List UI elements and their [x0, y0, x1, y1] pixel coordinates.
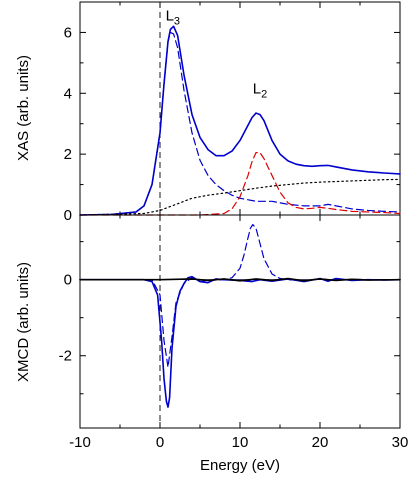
- top-series-0-line: [79, 25, 401, 216]
- xmcd-panel: -2 0 -10 0 10 20 30 XMCD (arb. units) Energy (eV…: [15, 214, 409, 474]
- top-ytick-label: 4: [64, 85, 72, 102]
- top-ytick-label: 6: [64, 24, 72, 41]
- top-plot-frame: [79, 1, 401, 216]
- bottom-plot-frame: [79, 214, 401, 429]
- annotation-main-text: L: [253, 80, 261, 97]
- bottom-series-2-line: [79, 277, 401, 282]
- bottom-ytick-label: -2: [59, 348, 72, 365]
- top-ytick-label: 2: [64, 146, 72, 163]
- bottom-xtick-label: 0: [156, 434, 164, 451]
- bottom-xtick-label: 10: [232, 434, 249, 451]
- bottom-ytick-label: 0: [64, 272, 72, 289]
- bottom-y-axis-label: XMCD (arb. units): [15, 262, 32, 382]
- annotation-L2: L2: [253, 80, 267, 100]
- annotation-subscript: 3: [174, 15, 180, 27]
- annotation-main-text: L: [166, 7, 174, 24]
- top-y-axis-label: XAS (arb. units): [15, 55, 32, 161]
- bottom-xtick-label: -10: [69, 434, 91, 451]
- bottom-series-1-line: [79, 223, 401, 368]
- bottom-xtick-label: 30: [392, 434, 409, 451]
- annotation-subscript: 2: [261, 88, 267, 100]
- x-axis-label: Energy (eV): [200, 457, 280, 474]
- top-series-1-line: [79, 31, 401, 216]
- bottom-series-0-line: [79, 275, 401, 408]
- annotation-L3: L3: [166, 7, 180, 27]
- top-series-2-line: [79, 152, 401, 216]
- bottom-xtick-label: 20: [312, 434, 329, 451]
- top-series-3-line: [79, 178, 401, 216]
- top-ytick-label: 0: [64, 207, 72, 224]
